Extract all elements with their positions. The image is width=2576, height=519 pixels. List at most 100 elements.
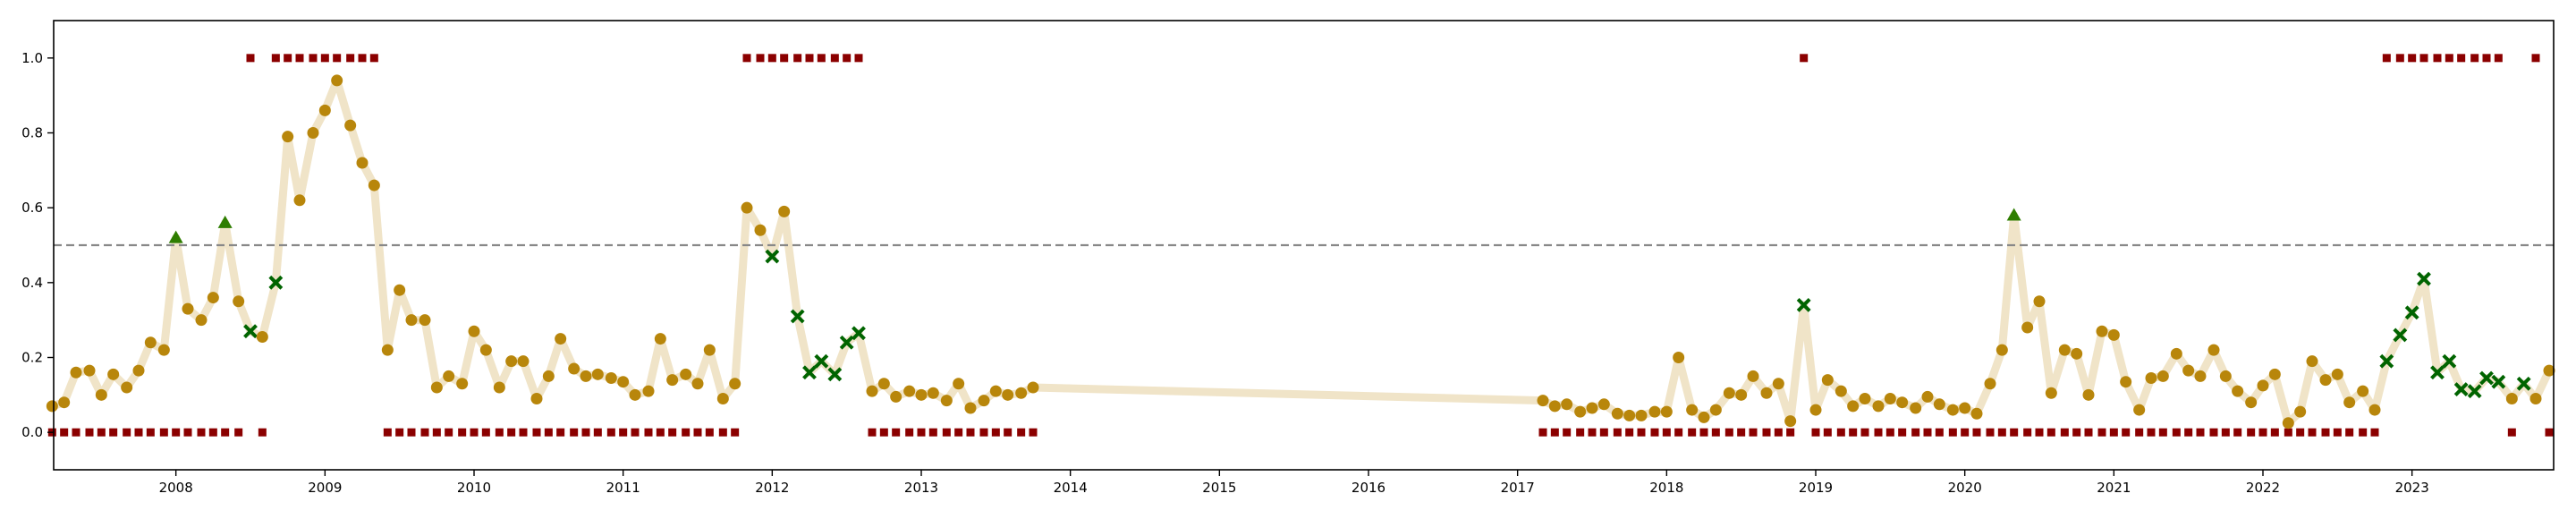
circle-marker [2021,321,2034,334]
circle-marker [456,378,469,390]
binary-square-marker [2296,428,2305,437]
binary-square-marker [358,54,367,63]
circle-marker [2157,370,2169,382]
binary-square-marker [693,428,702,437]
circle-marker [2071,347,2083,360]
circle-marker [1623,409,1636,421]
binary-square-marker [2457,54,2466,63]
circle-marker [1884,393,1896,405]
circle-marker [591,368,604,380]
binary-square-marker [1948,428,1957,437]
y-axis: 0.0 0.2 0.4 0.6 0.8 1.0 [21,50,54,440]
binary-square-marker [1724,428,1733,437]
circle-marker [1537,395,1549,407]
x-tick-label: 2017 [1501,480,1535,496]
circle-marker [1747,370,1759,382]
circle-marker [157,344,170,356]
circle-marker [2133,404,2146,416]
circle-marker [716,393,729,405]
binary-square-marker [72,428,80,437]
x-tick-label: 2015 [1202,480,1236,496]
circle-marker [318,104,331,116]
circle-marker [2306,355,2318,368]
binary-square-marker [1588,428,1597,437]
binary-square-marker [2470,54,2479,63]
binary-square-marker [532,428,541,437]
circle-marker [1933,398,1945,411]
circle-marker [778,205,791,217]
binary-square-marker [295,54,304,63]
binary-square-marker [718,428,727,437]
binary-square-marker [1029,428,1038,437]
circle-marker [233,295,245,308]
binary-square-marker [1004,428,1013,437]
binary-square-marker [2395,54,2404,63]
circle-marker [915,388,928,401]
binary-square-marker [979,428,988,437]
binary-square-marker [1613,428,1622,437]
triangle-marker [2006,208,2021,221]
binary-markers-layer [47,54,2554,437]
cross-marker [2430,365,2445,380]
binary-square-marker [1860,428,1869,437]
x-tick-label: 2023 [2395,480,2429,496]
circle-marker [430,381,443,394]
circle-marker [394,284,406,296]
binary-square-marker [2370,428,2379,437]
binary-square-marker [134,428,143,437]
circle-marker [754,224,767,236]
circle-marker [1984,378,1996,390]
binary-square-marker [1576,428,1585,437]
cross-marker [2467,384,2482,399]
circle-marker [2219,370,2232,382]
binary-square-marker [271,54,280,63]
binary-square-marker [2097,428,2106,437]
cross-marker [2453,382,2469,396]
binary-square-marker [2010,428,2019,437]
circle-marker [419,314,431,327]
y-tick-label: 0.6 [21,200,43,216]
binary-square-marker [942,428,951,437]
binary-square-marker [606,428,615,437]
x-tick-label: 2013 [904,480,938,496]
binary-square-marker [85,428,94,437]
binary-square-marker [2196,428,2205,437]
binary-square-marker [2122,428,2131,437]
circle-marker [666,374,679,387]
binary-square-marker [109,428,118,437]
y-tick-label: 1.0 [21,50,43,66]
circle-marker [680,368,692,380]
binary-square-marker [2382,54,2391,63]
binary-square-marker [519,428,528,437]
binary-square-marker [1997,428,2006,437]
circle-marker [964,402,977,414]
binary-square-marker [656,428,665,437]
cross-marker [243,324,258,339]
circle-marker [307,127,319,139]
circle-marker [2045,387,2057,399]
binary-square-marker [991,428,1000,437]
binary-square-marker [570,428,579,437]
circle-marker [1561,398,1573,411]
binary-square-marker [793,54,802,63]
circle-marker [729,378,741,390]
circle-marker [517,355,530,368]
binary-square-marker [246,54,255,63]
binary-square-marker [1674,428,1683,437]
circle-marker [866,385,878,397]
circle-marker [1015,387,1028,399]
binary-square-marker [420,428,429,437]
binary-square-marker [1874,428,1883,437]
cross-marker [2516,376,2531,391]
binary-square-marker [258,428,267,437]
x-axis: 2008 2009 2010 2011 2012 2013 2014 2015 2016 2017… [159,470,2429,496]
binary-square-marker [1563,428,1572,437]
circle-marker [1027,381,1039,394]
circle-marker [1760,387,1773,399]
circle-marker [1686,404,1699,416]
circle-marker [1859,393,1871,405]
x-tick-label: 2011 [606,480,640,496]
cross-marker [827,367,843,382]
